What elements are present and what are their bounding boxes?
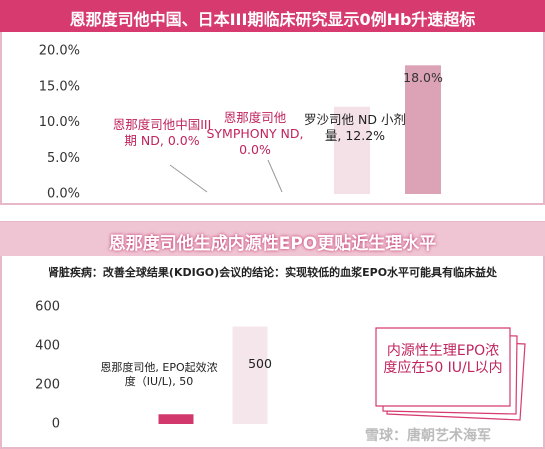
top-header-bg — [0, 0, 545, 32]
callout-line — [169, 164, 208, 193]
bar — [334, 106, 370, 194]
paper-stack — [375, 327, 526, 421]
value-label: 罗沙司他 ND 小剂量, 12.2% — [304, 112, 406, 143]
chart-title: 恩那度司他中国、日本III期临床研究显示0例Hb升速超标 — [69, 10, 476, 29]
bar — [158, 414, 194, 424]
y-tick-label: 600 — [35, 300, 60, 315]
value-label: 恩那度司他 SYMPHONY ND, 0.0% — [206, 110, 304, 157]
y-tick-label: 0 — [52, 417, 60, 432]
bottom-header-bg — [0, 222, 545, 256]
value-label: 500 — [248, 356, 272, 371]
chart-title: 恩那度司他生成内源性EPO更贴近生理水平 — [108, 234, 437, 254]
value-label: 恩那度司他中国III期 ND, 0.0% — [112, 117, 212, 148]
y-tick-label: 10.0% — [39, 115, 80, 130]
callout-line — [267, 159, 283, 193]
bar — [232, 326, 268, 424]
y-tick-label: 5.0% — [47, 151, 80, 166]
y-tick-label: 15.0% — [39, 79, 80, 94]
y-tick-label: 20.0% — [39, 44, 80, 59]
value-label: 恩那度司他, EPO起效浓度（IU/L), 50 — [100, 361, 218, 388]
watermark: 雪球：唐朝艺术海军 — [365, 428, 491, 444]
y-tick-label: 400 — [35, 339, 60, 354]
y-tick-label: 0.0% — [47, 187, 80, 202]
callout-text: 内源性生理EPO浓度应在50 IU/L以内 — [383, 343, 503, 376]
y-tick-label: 200 — [35, 378, 60, 393]
chart-subtitle: 肾脏疾病：改善全球结果(KDIGO)会议的结论：实现较低的血浆EPO水平可能具有… — [47, 266, 498, 279]
value-label: 18.0% — [403, 70, 443, 85]
bar — [405, 65, 441, 194]
